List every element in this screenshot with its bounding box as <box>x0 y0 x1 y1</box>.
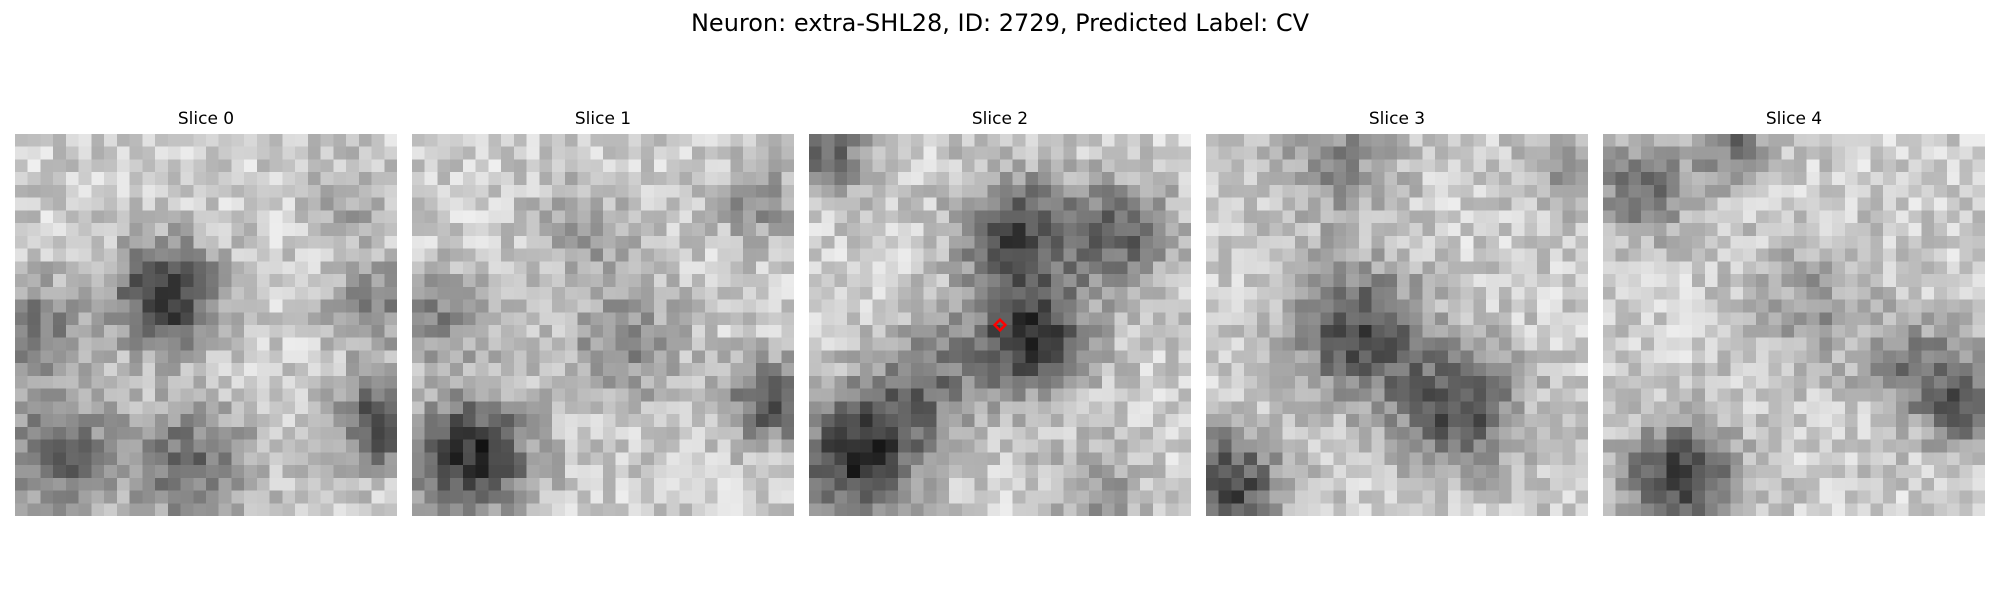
slice-panel-0: Slice 0 <box>15 108 397 130</box>
slice-image-4 <box>1603 134 1985 516</box>
slice-image-1 <box>412 134 794 516</box>
slice-panel-3: Slice 3 <box>1206 108 1588 130</box>
slice-panel-4: Slice 4 <box>1603 108 1985 130</box>
slice-panel-1: Slice 1 <box>412 108 794 130</box>
slice-image-2 <box>809 134 1191 516</box>
slice-image-3 <box>1206 134 1588 516</box>
slice-title-3: Slice 3 <box>1206 108 1588 130</box>
slice-title-0: Slice 0 <box>15 108 397 130</box>
slice-image-0 <box>15 134 397 516</box>
figure-title: Neuron: extra-SHL28, ID: 2729, Predicted… <box>0 8 2000 38</box>
slice-title-2: Slice 2 <box>809 108 1191 130</box>
slice-title-1: Slice 1 <box>412 108 794 130</box>
slice-panel-2: Slice 2 <box>809 108 1191 130</box>
slice-title-4: Slice 4 <box>1603 108 1985 130</box>
